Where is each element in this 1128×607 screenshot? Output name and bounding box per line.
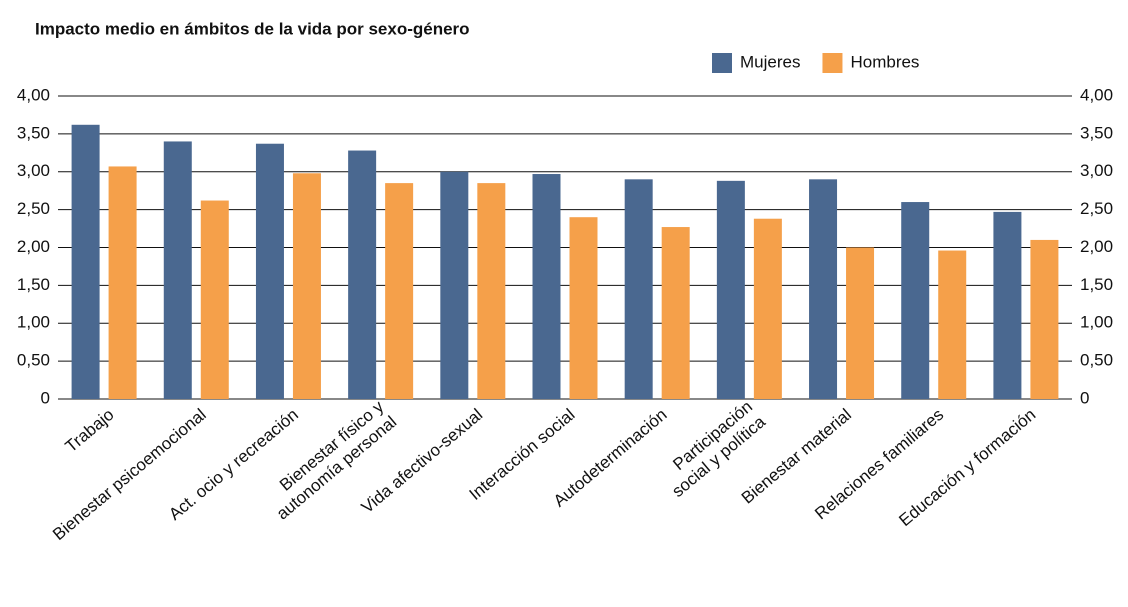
y2-tick-label: 1,00 — [1080, 313, 1113, 332]
y-tick-label: 2,50 — [17, 199, 50, 218]
x-tick-label: Trabajo — [62, 405, 118, 456]
bar — [901, 202, 930, 399]
bar — [938, 250, 967, 399]
chart-title: Impacto medio en ámbitos de la vida por … — [35, 19, 470, 38]
y2-tick-label: 4,00 — [1080, 85, 1113, 104]
bar — [624, 179, 653, 399]
y-tick-label: 3,50 — [17, 123, 50, 142]
bar — [255, 143, 284, 399]
bar — [163, 141, 192, 399]
legend-swatch — [822, 53, 843, 73]
bar — [993, 211, 1022, 399]
bar — [71, 124, 100, 399]
y2-tick-label: 0,50 — [1080, 351, 1113, 370]
bar — [809, 179, 838, 399]
y2-tick-label: 2,50 — [1080, 199, 1113, 218]
legend-label: Hombres — [850, 52, 919, 71]
bar — [348, 150, 377, 399]
y2-tick-label: 2,00 — [1080, 237, 1113, 256]
legend-swatch — [712, 53, 732, 73]
bar — [292, 173, 321, 399]
x-tick-label: Bienestar psicoemocional — [49, 405, 210, 544]
bar — [532, 174, 561, 399]
y-tick-label: 1,50 — [17, 275, 50, 294]
bar — [108, 166, 137, 399]
bar — [716, 180, 745, 399]
legend-label: Mujeres — [740, 52, 800, 71]
y2-tick-label: 1,50 — [1080, 275, 1113, 294]
y2-tick-label: 0 — [1080, 388, 1089, 407]
y-tick-label: 0,50 — [17, 351, 50, 370]
y-tick-label: 4,00 — [17, 85, 50, 104]
y2-tick-label: 3,50 — [1080, 123, 1113, 142]
bar — [846, 247, 875, 399]
y-tick-label: 0 — [41, 388, 50, 407]
bar — [200, 200, 229, 399]
bar — [1030, 239, 1059, 399]
bar — [440, 171, 469, 399]
bar — [385, 183, 414, 399]
bar — [753, 218, 782, 399]
y2-tick-label: 3,00 — [1080, 161, 1113, 180]
bar — [661, 227, 690, 399]
bar — [477, 183, 506, 399]
bar — [569, 217, 598, 399]
y-tick-label: 2,00 — [17, 237, 50, 256]
y-tick-label: 3,00 — [17, 161, 50, 180]
y-tick-label: 1,00 — [17, 313, 50, 332]
